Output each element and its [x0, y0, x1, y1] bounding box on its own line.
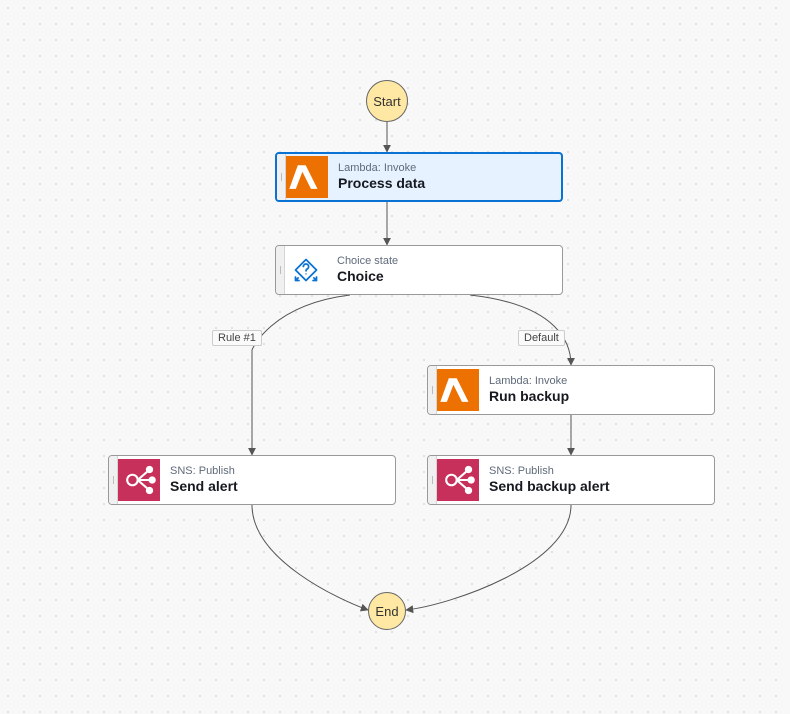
sns-icon [118, 456, 160, 504]
drag-grip[interactable] [276, 246, 285, 294]
drag-grip[interactable] [428, 456, 437, 504]
edge-label-default: Default [518, 330, 565, 346]
workflow-canvas[interactable]: Start End Lambda: Invoke Process data Ch… [0, 0, 790, 714]
node-title: Process data [338, 175, 551, 192]
node-title: Send alert [170, 478, 385, 495]
start-label: Start [373, 94, 400, 109]
edge-label-rule1: Rule #1 [212, 330, 262, 346]
node-text: SNS: Publish Send backup alert [479, 456, 714, 504]
sns-icon [437, 456, 479, 504]
node-title: Choice [337, 268, 552, 285]
lambda-icon [286, 154, 328, 200]
end-terminal[interactable]: End [368, 592, 406, 630]
lambda-icon [437, 366, 479, 414]
node-subtitle: SNS: Publish [170, 465, 385, 477]
state-node-choice[interactable]: Choice state Choice [275, 245, 563, 295]
drag-grip[interactable] [109, 456, 118, 504]
node-title: Send backup alert [489, 478, 704, 495]
state-node-run-backup[interactable]: Lambda: Invoke Run backup [427, 365, 715, 415]
drag-grip[interactable] [428, 366, 437, 414]
choice-icon [285, 246, 327, 294]
start-terminal[interactable]: Start [366, 80, 408, 122]
state-node-send-backup-alert[interactable]: SNS: Publish Send backup alert [427, 455, 715, 505]
state-node-process-data[interactable]: Lambda: Invoke Process data [275, 152, 563, 202]
node-text: SNS: Publish Send alert [160, 456, 395, 504]
node-title: Run backup [489, 388, 704, 405]
state-node-send-alert[interactable]: SNS: Publish Send alert [108, 455, 396, 505]
drag-grip[interactable] [277, 154, 286, 200]
node-text: Choice state Choice [327, 246, 562, 294]
node-subtitle: Choice state [337, 255, 552, 267]
node-subtitle: SNS: Publish [489, 465, 704, 477]
end-label: End [375, 604, 398, 619]
node-subtitle: Lambda: Invoke [338, 162, 551, 174]
node-subtitle: Lambda: Invoke [489, 375, 704, 387]
node-text: Lambda: Invoke Process data [328, 154, 561, 200]
node-text: Lambda: Invoke Run backup [479, 366, 714, 414]
